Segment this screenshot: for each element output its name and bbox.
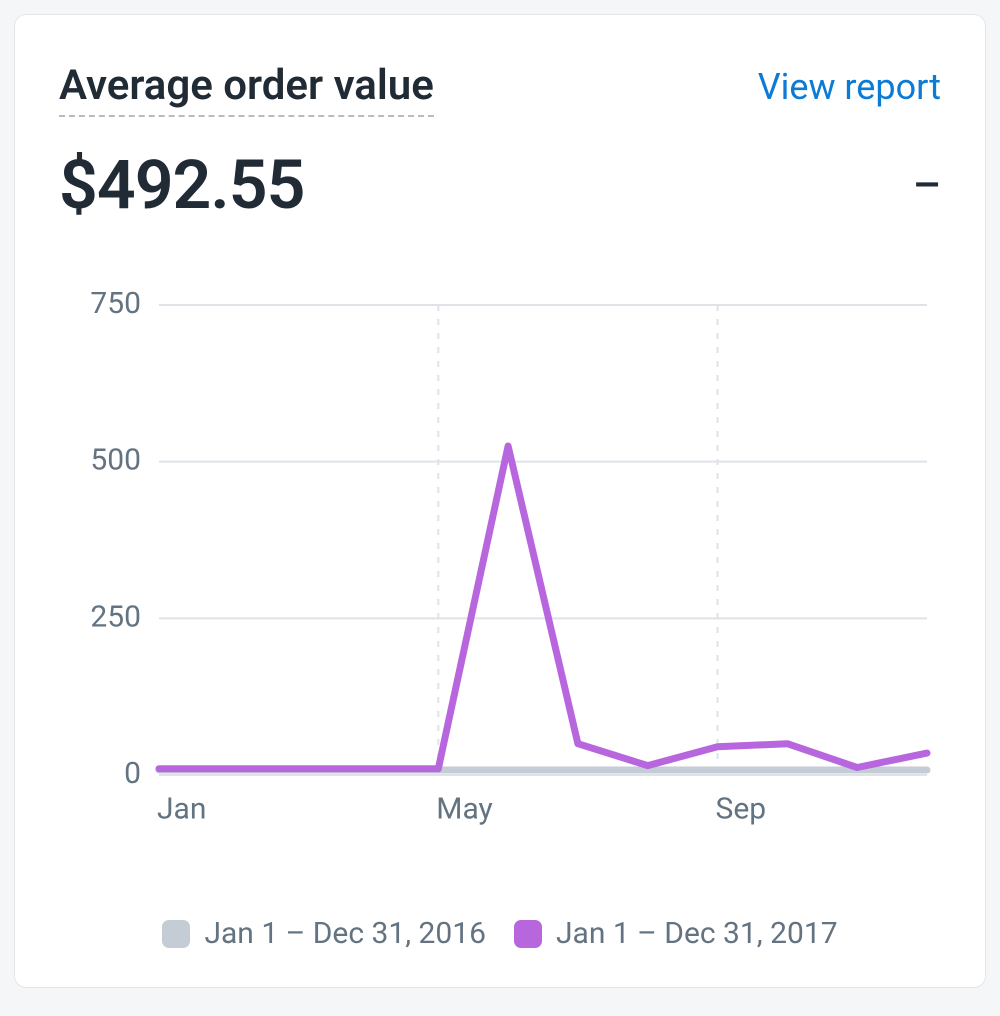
legend-item[interactable]: Jan 1 – Dec 31, 2016 (162, 916, 486, 951)
card-title: Average order value (59, 63, 434, 117)
y-axis-label: 500 (90, 443, 141, 478)
y-axis-label: 0 (124, 756, 141, 791)
line-chart: 0 250 500 750 Jan May Sep (59, 285, 939, 845)
value-row: $492.55 – (59, 145, 941, 225)
chart-container: 0 250 500 750 Jan May Sep (59, 285, 941, 908)
x-axis-label: Jan (157, 792, 206, 827)
chart-legend: Jan 1 – Dec 31, 2016 Jan 1 – Dec 31, 2017 (59, 916, 941, 951)
legend-item[interactable]: Jan 1 – Dec 31, 2017 (514, 916, 838, 951)
metric-value: $492.55 (59, 145, 304, 225)
x-axis-label: Sep (716, 792, 767, 827)
y-axis-label: 750 (90, 286, 141, 321)
view-report-link[interactable]: View report (758, 66, 941, 108)
legend-label: Jan 1 – Dec 31, 2016 (204, 916, 486, 951)
card-header: Average order value View report (59, 63, 941, 117)
legend-swatch (514, 920, 542, 948)
x-axis-label: May (436, 792, 492, 827)
metric-card: Average order value View report $492.55 … (14, 14, 986, 988)
series-line-2017 (159, 446, 927, 769)
metric-delta: – (913, 159, 941, 211)
y-axis-label: 250 (90, 599, 141, 634)
legend-swatch (162, 920, 190, 948)
legend-label: Jan 1 – Dec 31, 2017 (556, 916, 838, 951)
